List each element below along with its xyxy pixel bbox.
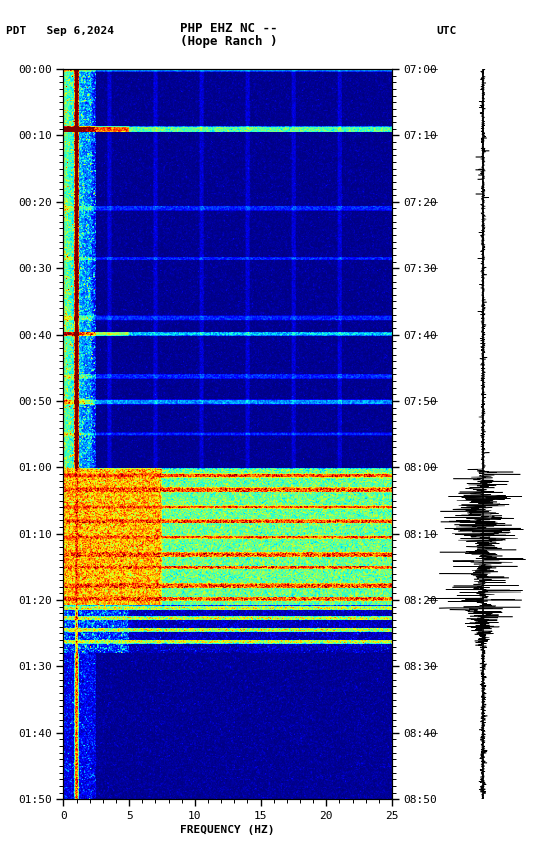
- Text: PDT   Sep 6,2024: PDT Sep 6,2024: [6, 26, 114, 36]
- Text: UTC: UTC: [436, 26, 457, 36]
- Text: (Hope Ranch ): (Hope Ranch ): [181, 35, 278, 48]
- Text: PHP EHZ NC --: PHP EHZ NC --: [181, 22, 278, 35]
- X-axis label: FREQUENCY (HZ): FREQUENCY (HZ): [181, 825, 275, 835]
